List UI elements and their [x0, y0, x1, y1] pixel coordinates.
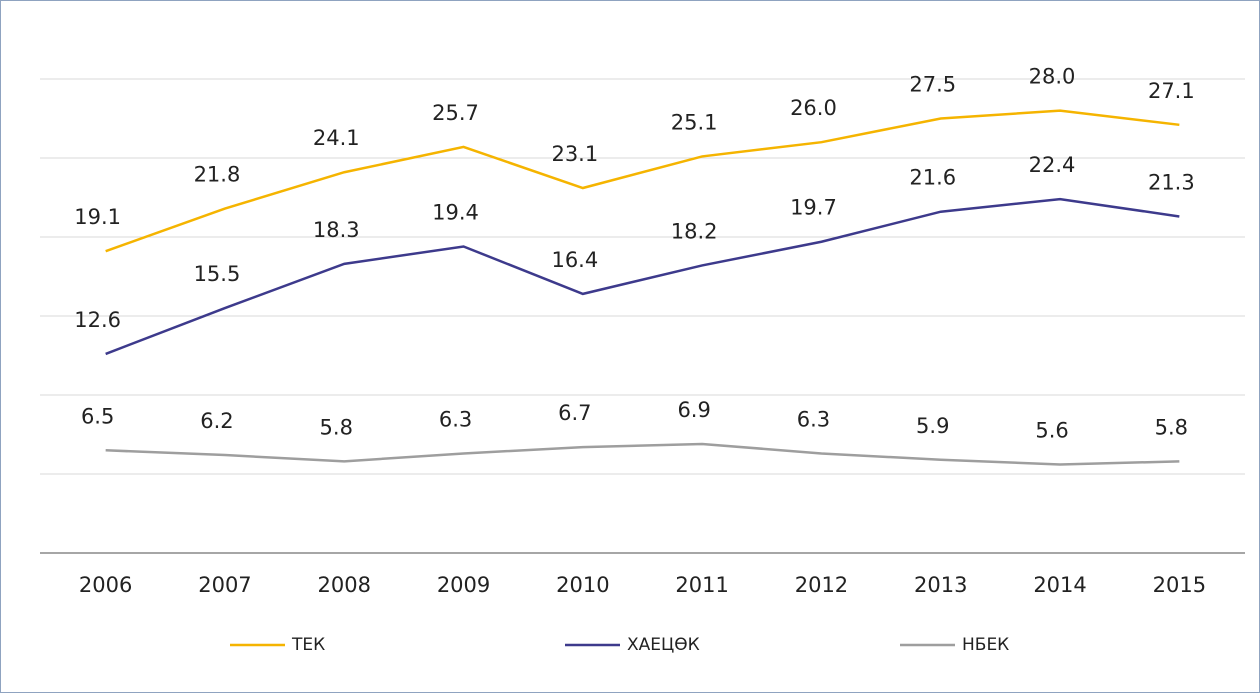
- legend-label: ХАЕЦӨК: [627, 635, 700, 655]
- data-label: 6.5: [81, 404, 114, 428]
- data-label: 21.8: [194, 163, 241, 187]
- x-tick-label: 2013: [914, 573, 967, 597]
- x-tick-label: 2008: [318, 573, 371, 597]
- x-tick-label: 2011: [675, 573, 728, 597]
- data-label: 5.8: [1155, 415, 1188, 439]
- series-line: [105, 109, 1180, 253]
- data-label: 21.6: [909, 166, 956, 190]
- data-label: 18.3: [313, 218, 360, 242]
- data-label: 28.0: [1029, 65, 1076, 89]
- data-label: 19.7: [790, 196, 837, 220]
- x-tick-label: 2015: [1153, 573, 1206, 597]
- data-label: 18.2: [671, 219, 718, 243]
- x-tick-label: 2009: [437, 573, 490, 597]
- legend-label: НБЕК: [962, 635, 1009, 655]
- series-line: [105, 197, 1180, 356]
- data-label: 16.4: [551, 248, 598, 272]
- series-line: [105, 442, 1180, 466]
- data-label: 26.0: [790, 96, 837, 120]
- data-label: 22.4: [1029, 153, 1076, 177]
- data-label: 15.5: [194, 262, 241, 286]
- data-label: 21.3: [1148, 170, 1195, 194]
- x-tick-label: 2007: [198, 573, 251, 597]
- legend-label: ТЕК: [291, 635, 325, 655]
- data-label: 27.5: [909, 73, 956, 97]
- x-tick-label: 2012: [795, 573, 848, 597]
- data-label: 25.7: [432, 101, 479, 125]
- x-tick-label: 2014: [1033, 573, 1086, 597]
- data-label: 24.1: [313, 126, 360, 150]
- data-label: 27.1: [1148, 79, 1195, 103]
- data-label: 12.6: [74, 308, 121, 332]
- data-label: 19.1: [74, 205, 121, 229]
- x-tick-label: 2006: [79, 573, 132, 597]
- data-label: 6.3: [439, 407, 472, 431]
- data-label: 25.1: [671, 110, 718, 134]
- data-label: 6.2: [200, 409, 233, 433]
- data-label: 19.4: [432, 200, 479, 224]
- data-label: 5.9: [916, 414, 949, 438]
- x-tick-label: 2010: [556, 573, 609, 597]
- data-label: 5.8: [320, 415, 353, 439]
- data-label: 6.3: [797, 407, 830, 431]
- data-label: 23.1: [551, 142, 598, 166]
- data-label: 6.7: [558, 401, 591, 425]
- data-label: 5.6: [1035, 419, 1068, 443]
- data-label: 6.9: [677, 398, 710, 422]
